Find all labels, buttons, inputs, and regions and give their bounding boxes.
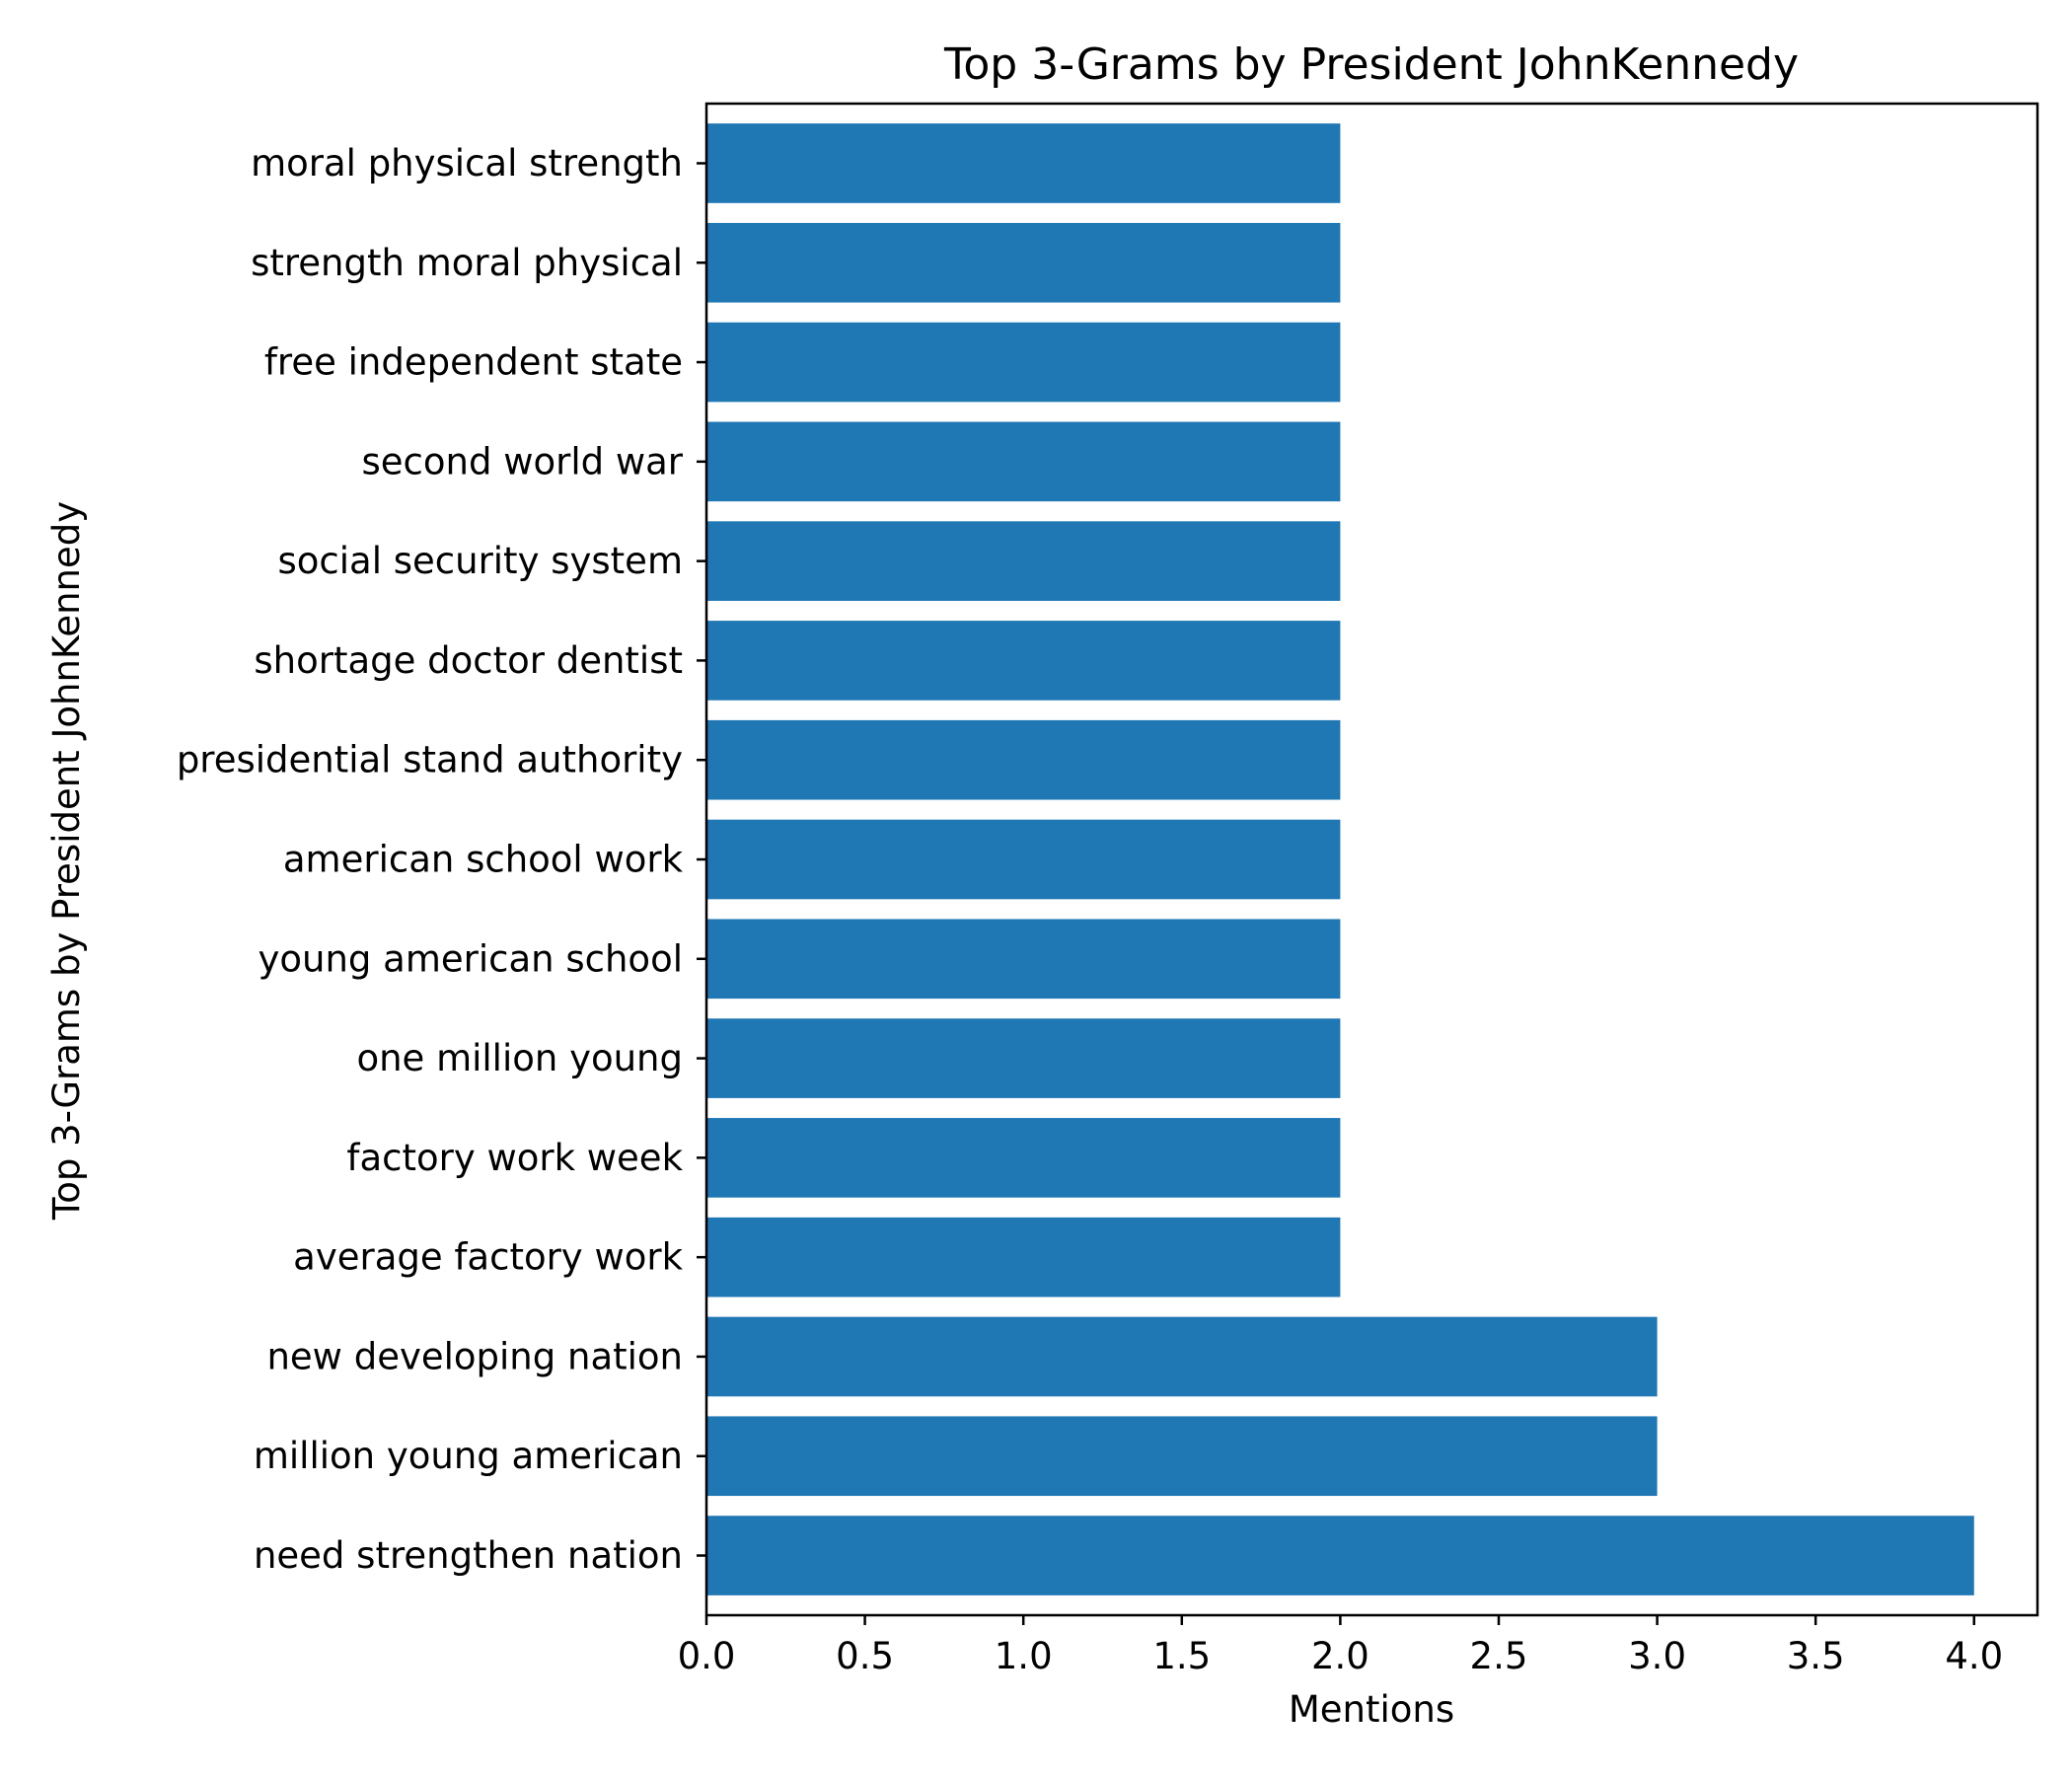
- x-tick-label: 3.0: [1628, 1635, 1686, 1677]
- bar: [706, 322, 1341, 403]
- x-tick-label: 3.5: [1787, 1635, 1845, 1677]
- bar: [706, 521, 1341, 601]
- bar: [706, 1316, 1658, 1397]
- x-tick-label: 2.0: [1311, 1635, 1369, 1677]
- bar: [706, 1217, 1341, 1298]
- y-tick-label: free independent state: [264, 341, 683, 384]
- bar: [706, 1018, 1341, 1098]
- y-ticks-group: need strengthen nation million young amer…: [177, 142, 706, 1577]
- y-tick-label: second world war: [361, 440, 683, 482]
- bar: [706, 719, 1341, 800]
- y-tick-label: moral physical strength: [251, 142, 683, 185]
- x-tick-label: 0.0: [678, 1635, 736, 1677]
- x-tick-label: 2.5: [1470, 1635, 1528, 1677]
- bar: [706, 1416, 1658, 1497]
- chart-title: Top 3-Grams by President JohnKennedy: [943, 39, 1799, 90]
- y-axis-label: Top 3-Grams by President JohnKennedy: [45, 501, 88, 1221]
- bar: [706, 123, 1341, 203]
- bar: [706, 819, 1341, 900]
- x-ticks-group: 0.0 0.5 1.0 1.5 2.0 2.5 3.0 3.5 4.0: [678, 1615, 2003, 1677]
- y-tick-label: factory work week: [346, 1137, 683, 1179]
- y-tick-label: new developing nation: [266, 1335, 683, 1377]
- x-axis-label: Mentions: [1289, 1688, 1454, 1731]
- y-tick-label: american school work: [283, 839, 684, 881]
- y-tick-label: million young american: [254, 1435, 683, 1477]
- y-tick-label: one million young: [356, 1037, 683, 1079]
- plot-frame: [704, 102, 2039, 1617]
- x-tick-label: 4.0: [1945, 1635, 2003, 1677]
- y-tick-label: strength moral physical: [251, 242, 683, 284]
- bar: [706, 919, 1341, 1000]
- y-tick-label: average factory work: [293, 1236, 683, 1279]
- y-tick-label: need strengthen nation: [254, 1534, 683, 1577]
- bar: [706, 1516, 1974, 1595]
- bar: [706, 421, 1341, 502]
- x-tick-label: 1.5: [1152, 1635, 1211, 1677]
- y-tick-label: social security system: [277, 540, 683, 582]
- bars-group: [706, 123, 1974, 1595]
- x-tick-label: 1.0: [995, 1635, 1053, 1677]
- y-tick-label: young american school: [258, 937, 683, 980]
- bar: [706, 222, 1341, 303]
- y-tick-label: presidential stand authority: [177, 739, 683, 781]
- x-tick-label: 0.5: [836, 1635, 894, 1677]
- bar: [706, 621, 1341, 701]
- bar: [706, 1118, 1341, 1198]
- y-tick-label: shortage doctor dentist: [254, 639, 683, 682]
